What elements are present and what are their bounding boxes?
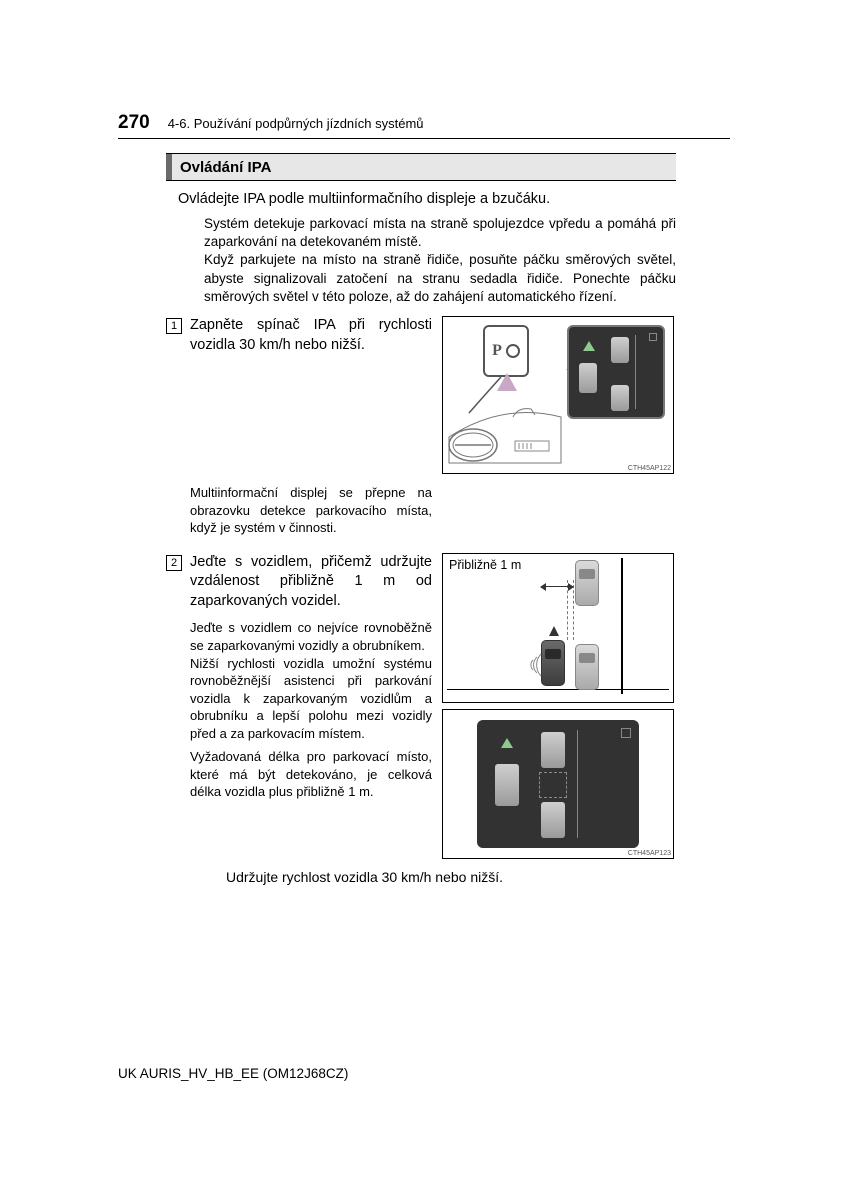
parked-car-icon [575, 560, 599, 606]
car-icon [541, 732, 565, 768]
steering-wheel-icon [506, 344, 520, 358]
press-arrow-icon [497, 373, 517, 391]
figure-step2-top: Přibližně 1 m [442, 553, 674, 703]
parked-car-icon [575, 644, 599, 690]
road-edge-line [621, 558, 623, 694]
intro-text: Ovládejte IPA podle multiinformačního di… [178, 191, 676, 207]
display-corner-icon [621, 728, 631, 738]
display-panel-2 [477, 720, 639, 848]
step1-title: Zapněte spínač IPA při rychlosti vozidla… [190, 316, 432, 474]
distance-arrow-icon [541, 586, 573, 587]
car-icon [495, 764, 519, 806]
road-divider [577, 730, 578, 838]
figure-code: CTH45AP122 [628, 465, 671, 472]
direction-arrow-icon [549, 626, 559, 636]
car-icon [579, 363, 597, 393]
step1-number: 1 [166, 318, 182, 334]
car-icon [611, 385, 629, 411]
display-panel-1 [567, 325, 665, 419]
step2-title: Jeďte s vozidlem, přičemž udržujte vzdál… [190, 553, 432, 612]
car-icon [611, 337, 629, 363]
ipa-button-icon: P [483, 325, 529, 377]
speed-note: Udržujte rychlost vozidla 30 km/h nebo n… [226, 869, 676, 885]
sensor-waves-icon [527, 652, 547, 681]
step2-subtext-1: Jeďte s vozidlem co nejvíce rovnoběžně s… [190, 619, 432, 742]
page-number: 270 [118, 112, 150, 134]
car-icon [541, 802, 565, 838]
figure-step2-bottom: CTH45AP123 [442, 709, 674, 859]
step1-subtext: Multiinformační displej se přepne na obr… [190, 484, 432, 537]
arrow-up-icon [501, 738, 513, 748]
figure-code: CTH45AP123 [628, 850, 671, 857]
road-baseline [447, 689, 669, 690]
step2-subtext-2: Vyžadovaná délka pro parkovací místo, kt… [190, 748, 432, 801]
step2-number: 2 [166, 555, 182, 571]
header-rule [118, 138, 730, 139]
road-divider [635, 335, 636, 409]
arrow-up-icon [583, 341, 595, 351]
distance-label: Přibližně 1 m [449, 558, 521, 572]
description-text: Systém detekuje parkovací místa na stran… [204, 215, 676, 306]
page-footer: UK AURIS_HV_HB_EE (OM12J68CZ) [118, 1066, 348, 1081]
figure-step1: P CTH45AP122 [442, 316, 674, 474]
display-corner-icon [649, 333, 657, 341]
section-label: 4-6. Používání podpůrných jízdních systé… [168, 116, 424, 131]
section-title: Ovládání IPA [172, 154, 676, 180]
parking-slot-outline [539, 772, 567, 798]
